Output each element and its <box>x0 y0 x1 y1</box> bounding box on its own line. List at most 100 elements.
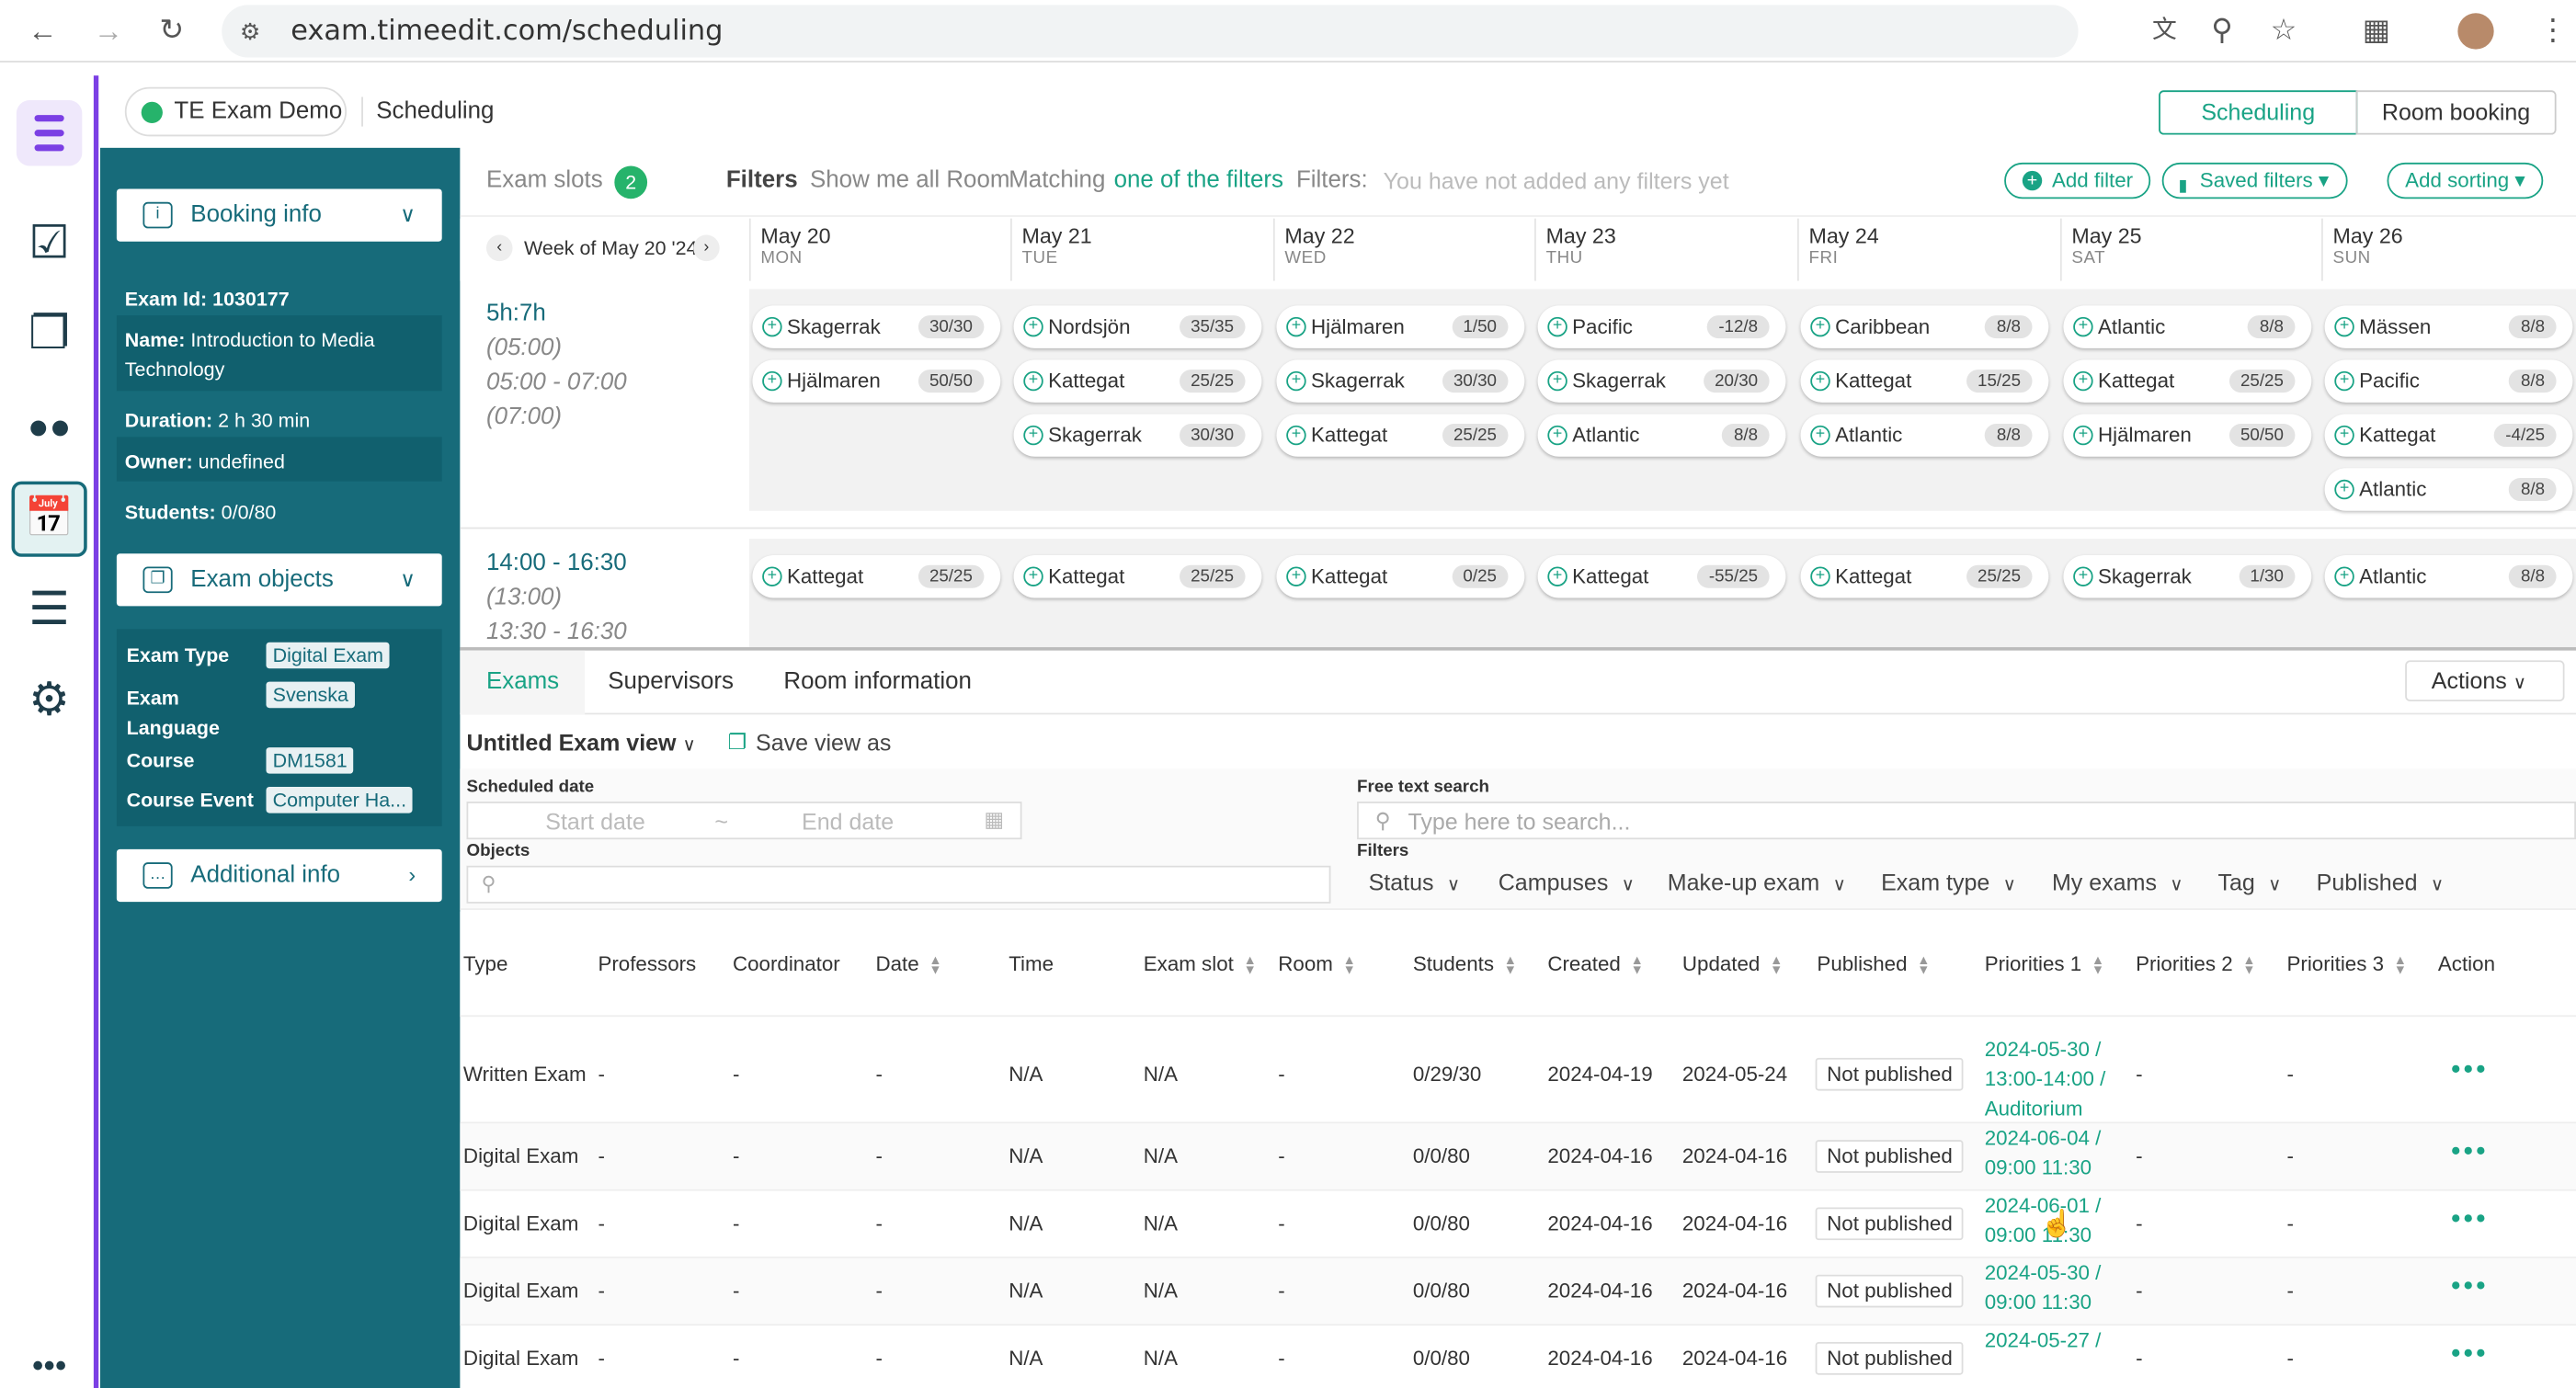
priority-link[interactable]: 13:00-14:00 / <box>1984 1067 2106 1091</box>
back-icon[interactable]: ← <box>28 15 58 48</box>
app-logo[interactable] <box>16 100 83 166</box>
column-header[interactable]: Students ▲ ▼ <box>1413 952 1517 975</box>
room-chip[interactable]: + Kattegat -4/25 <box>2324 414 2573 457</box>
room-chip[interactable]: + Atlantic 8/8 <box>1800 414 2049 457</box>
row-actions-icon[interactable]: ••• <box>2451 1340 2489 1369</box>
tab-exams[interactable]: Exams <box>460 650 586 715</box>
date-range-picker[interactable]: Start date ~ End date ▦ <box>466 802 1022 840</box>
row-actions-icon[interactable]: ••• <box>2451 1205 2489 1234</box>
table-row[interactable] <box>460 1123 2576 1191</box>
translate-icon[interactable]: 文 <box>2151 16 2177 45</box>
room-chip[interactable]: + Nordsjön 35/35 <box>1013 305 1262 348</box>
room-chip[interactable]: + Kattegat 15/25 <box>1800 359 2049 403</box>
filter-dropdown[interactable]: My exams ∨ <box>2052 869 2183 895</box>
column-header[interactable]: Exam slot ▲ ▼ <box>1144 952 1257 975</box>
room-chip[interactable]: + Atlantic 8/8 <box>2324 555 2573 598</box>
free-text-search[interactable]: ⚲ Type here to search... <box>1357 802 2576 840</box>
actions-button[interactable]: Actions ∨ <box>2405 660 2565 702</box>
start-date[interactable]: Start date <box>545 808 645 835</box>
end-date[interactable]: End date <box>802 808 895 835</box>
table-row[interactable] <box>460 1325 2576 1388</box>
additional-info-toggle[interactable]: … Additional info › <box>116 848 442 903</box>
users-icon[interactable]: ●● <box>27 405 72 448</box>
room-chip[interactable]: + Pacific 8/8 <box>2324 359 2573 403</box>
copy-icon[interactable]: ❐ <box>28 307 71 358</box>
view-selector[interactable]: Untitled Exam view ∨ <box>466 729 696 757</box>
site-settings-icon[interactable]: ⚙ <box>239 17 261 45</box>
room-chip[interactable]: + Pacific -12/8 <box>1537 305 1786 348</box>
room-chip[interactable]: + Atlantic 8/8 <box>2063 305 2312 348</box>
priority-link[interactable]: Auditorium <box>1984 1097 2083 1121</box>
column-header[interactable]: Updated ▲ ▼ <box>1682 952 1783 975</box>
add-sorting-button[interactable]: Add sorting ▾ <box>2387 162 2544 199</box>
tab-room-booking[interactable]: Room booking <box>2355 90 2557 135</box>
priority-link[interactable]: 2024-05-27 / <box>1984 1328 2102 1352</box>
room-chip[interactable]: + Skagerrak 30/30 <box>1013 414 1262 457</box>
filter-dropdown[interactable]: Status ∨ <box>1369 869 1461 895</box>
tab-scheduling[interactable]: Scheduling <box>2159 90 2358 135</box>
prev-week-button[interactable]: ‹ <box>485 234 513 262</box>
room-chip[interactable]: + Skagerrak 30/30 <box>1276 359 1525 403</box>
room-chip[interactable]: + Kattegat 25/25 <box>1013 359 1262 403</box>
priority-link[interactable]: 09:00 11:30 <box>1984 1291 2092 1314</box>
column-header[interactable]: Date ▲ ▼ <box>875 952 941 975</box>
booking-info-toggle[interactable]: i Booking info ∨ <box>116 188 442 242</box>
objects-input[interactable]: ⚲ <box>466 865 1331 904</box>
table-row[interactable] <box>460 1191 2576 1258</box>
room-chip[interactable]: + Kattegat 25/25 <box>1800 555 2049 598</box>
tab-room-information[interactable]: Room information <box>783 668 972 695</box>
room-chip[interactable]: + Hjälmaren 50/50 <box>2063 414 2312 457</box>
room-chip[interactable]: + Kattegat 0/25 <box>1276 555 1525 598</box>
tasks-icon[interactable]: ☑ <box>28 216 71 268</box>
column-header[interactable]: Published ▲ ▼ <box>1817 952 1930 975</box>
forward-icon[interactable]: → <box>93 15 124 48</box>
more-icon[interactable]: ••• <box>31 1348 67 1385</box>
room-chip[interactable]: + Kattegat 25/25 <box>2063 359 2312 403</box>
room-chip[interactable]: + Atlantic 8/8 <box>2324 468 2573 511</box>
settings-gear-icon[interactable]: ⚙ <box>28 673 71 725</box>
row-actions-icon[interactable]: ••• <box>2451 1056 2489 1085</box>
url-bar[interactable] <box>222 5 2079 58</box>
priority-link[interactable]: 09:00 11:30 <box>1984 1223 2092 1247</box>
row-actions-icon[interactable]: ••• <box>2451 1138 2489 1166</box>
extensions-icon[interactable]: ▦ <box>2362 13 2391 47</box>
room-chip[interactable]: + Hjälmaren 1/50 <box>1276 305 1525 348</box>
room-chip[interactable]: + Kattegat -55/25 <box>1537 555 1786 598</box>
filter-dropdown[interactable]: Campuses ∨ <box>1499 869 1635 895</box>
room-chip[interactable]: + Skagerrak 20/30 <box>1537 359 1786 403</box>
row-actions-icon[interactable]: ••• <box>2451 1272 2489 1302</box>
room-chip[interactable]: + Kattegat 25/25 <box>1276 414 1525 457</box>
table-row[interactable] <box>460 1257 2576 1326</box>
list-icon[interactable]: ☰ <box>28 583 71 634</box>
column-header[interactable]: Priorities 1 ▲ ▼ <box>1985 952 2104 975</box>
room-chip[interactable]: + Kattegat 25/25 <box>1013 555 1262 598</box>
room-chip[interactable]: + Hjälmaren 50/50 <box>752 359 1001 403</box>
room-chip[interactable]: + Caribbean 8/8 <box>1800 305 2049 348</box>
priority-link[interactable]: 2024-05-30 / <box>1984 1261 2102 1285</box>
zoom-icon[interactable]: ⚲ <box>2211 13 2233 47</box>
bookmark-star-icon[interactable]: ☆ <box>2270 13 2297 47</box>
filter-dropdown[interactable]: Tag ∨ <box>2217 869 2281 895</box>
table-row[interactable] <box>460 1045 2576 1124</box>
tab-supervisors[interactable]: Supervisors <box>608 668 735 695</box>
browser-menu-icon[interactable]: ⋮ <box>2537 13 2569 47</box>
saved-filters-button[interactable]: ▮ Saved filters ▾ <box>2161 162 2347 199</box>
room-chip[interactable]: + Skagerrak 1/30 <box>2063 555 2312 598</box>
filter-dropdown[interactable]: Exam type ∨ <box>1881 869 2016 895</box>
profile-avatar[interactable] <box>2457 13 2494 50</box>
calendar-nav[interactable]: 📅 <box>11 481 87 557</box>
priority-link[interactable]: 09:00 11:30 <box>1984 1156 2092 1180</box>
room-chip[interactable]: + Kattegat 25/25 <box>752 555 1001 598</box>
priority-link[interactable]: 2024-06-01 / <box>1984 1194 2102 1218</box>
column-header[interactable]: Priorities 3 ▲ ▼ <box>2287 952 2407 975</box>
room-chip[interactable]: + Skagerrak 30/30 <box>752 305 1001 348</box>
column-header[interactable]: Created ▲ ▼ <box>1547 952 1643 975</box>
column-header[interactable]: Priorities 2 ▲ ▼ <box>2136 952 2255 975</box>
filter-dropdown[interactable]: Make-up exam ∨ <box>1668 869 1846 895</box>
reload-icon[interactable]: ↻ <box>159 13 185 47</box>
url-text[interactable]: exam.timeedit.com/scheduling <box>291 15 724 48</box>
column-header[interactable]: Room ▲ ▼ <box>1278 952 1355 975</box>
priority-link[interactable]: 2024-06-04 / <box>1984 1126 2102 1150</box>
save-view-button[interactable]: Save view as <box>756 729 892 757</box>
add-filter-button[interactable]: + Add filter <box>2004 162 2151 199</box>
